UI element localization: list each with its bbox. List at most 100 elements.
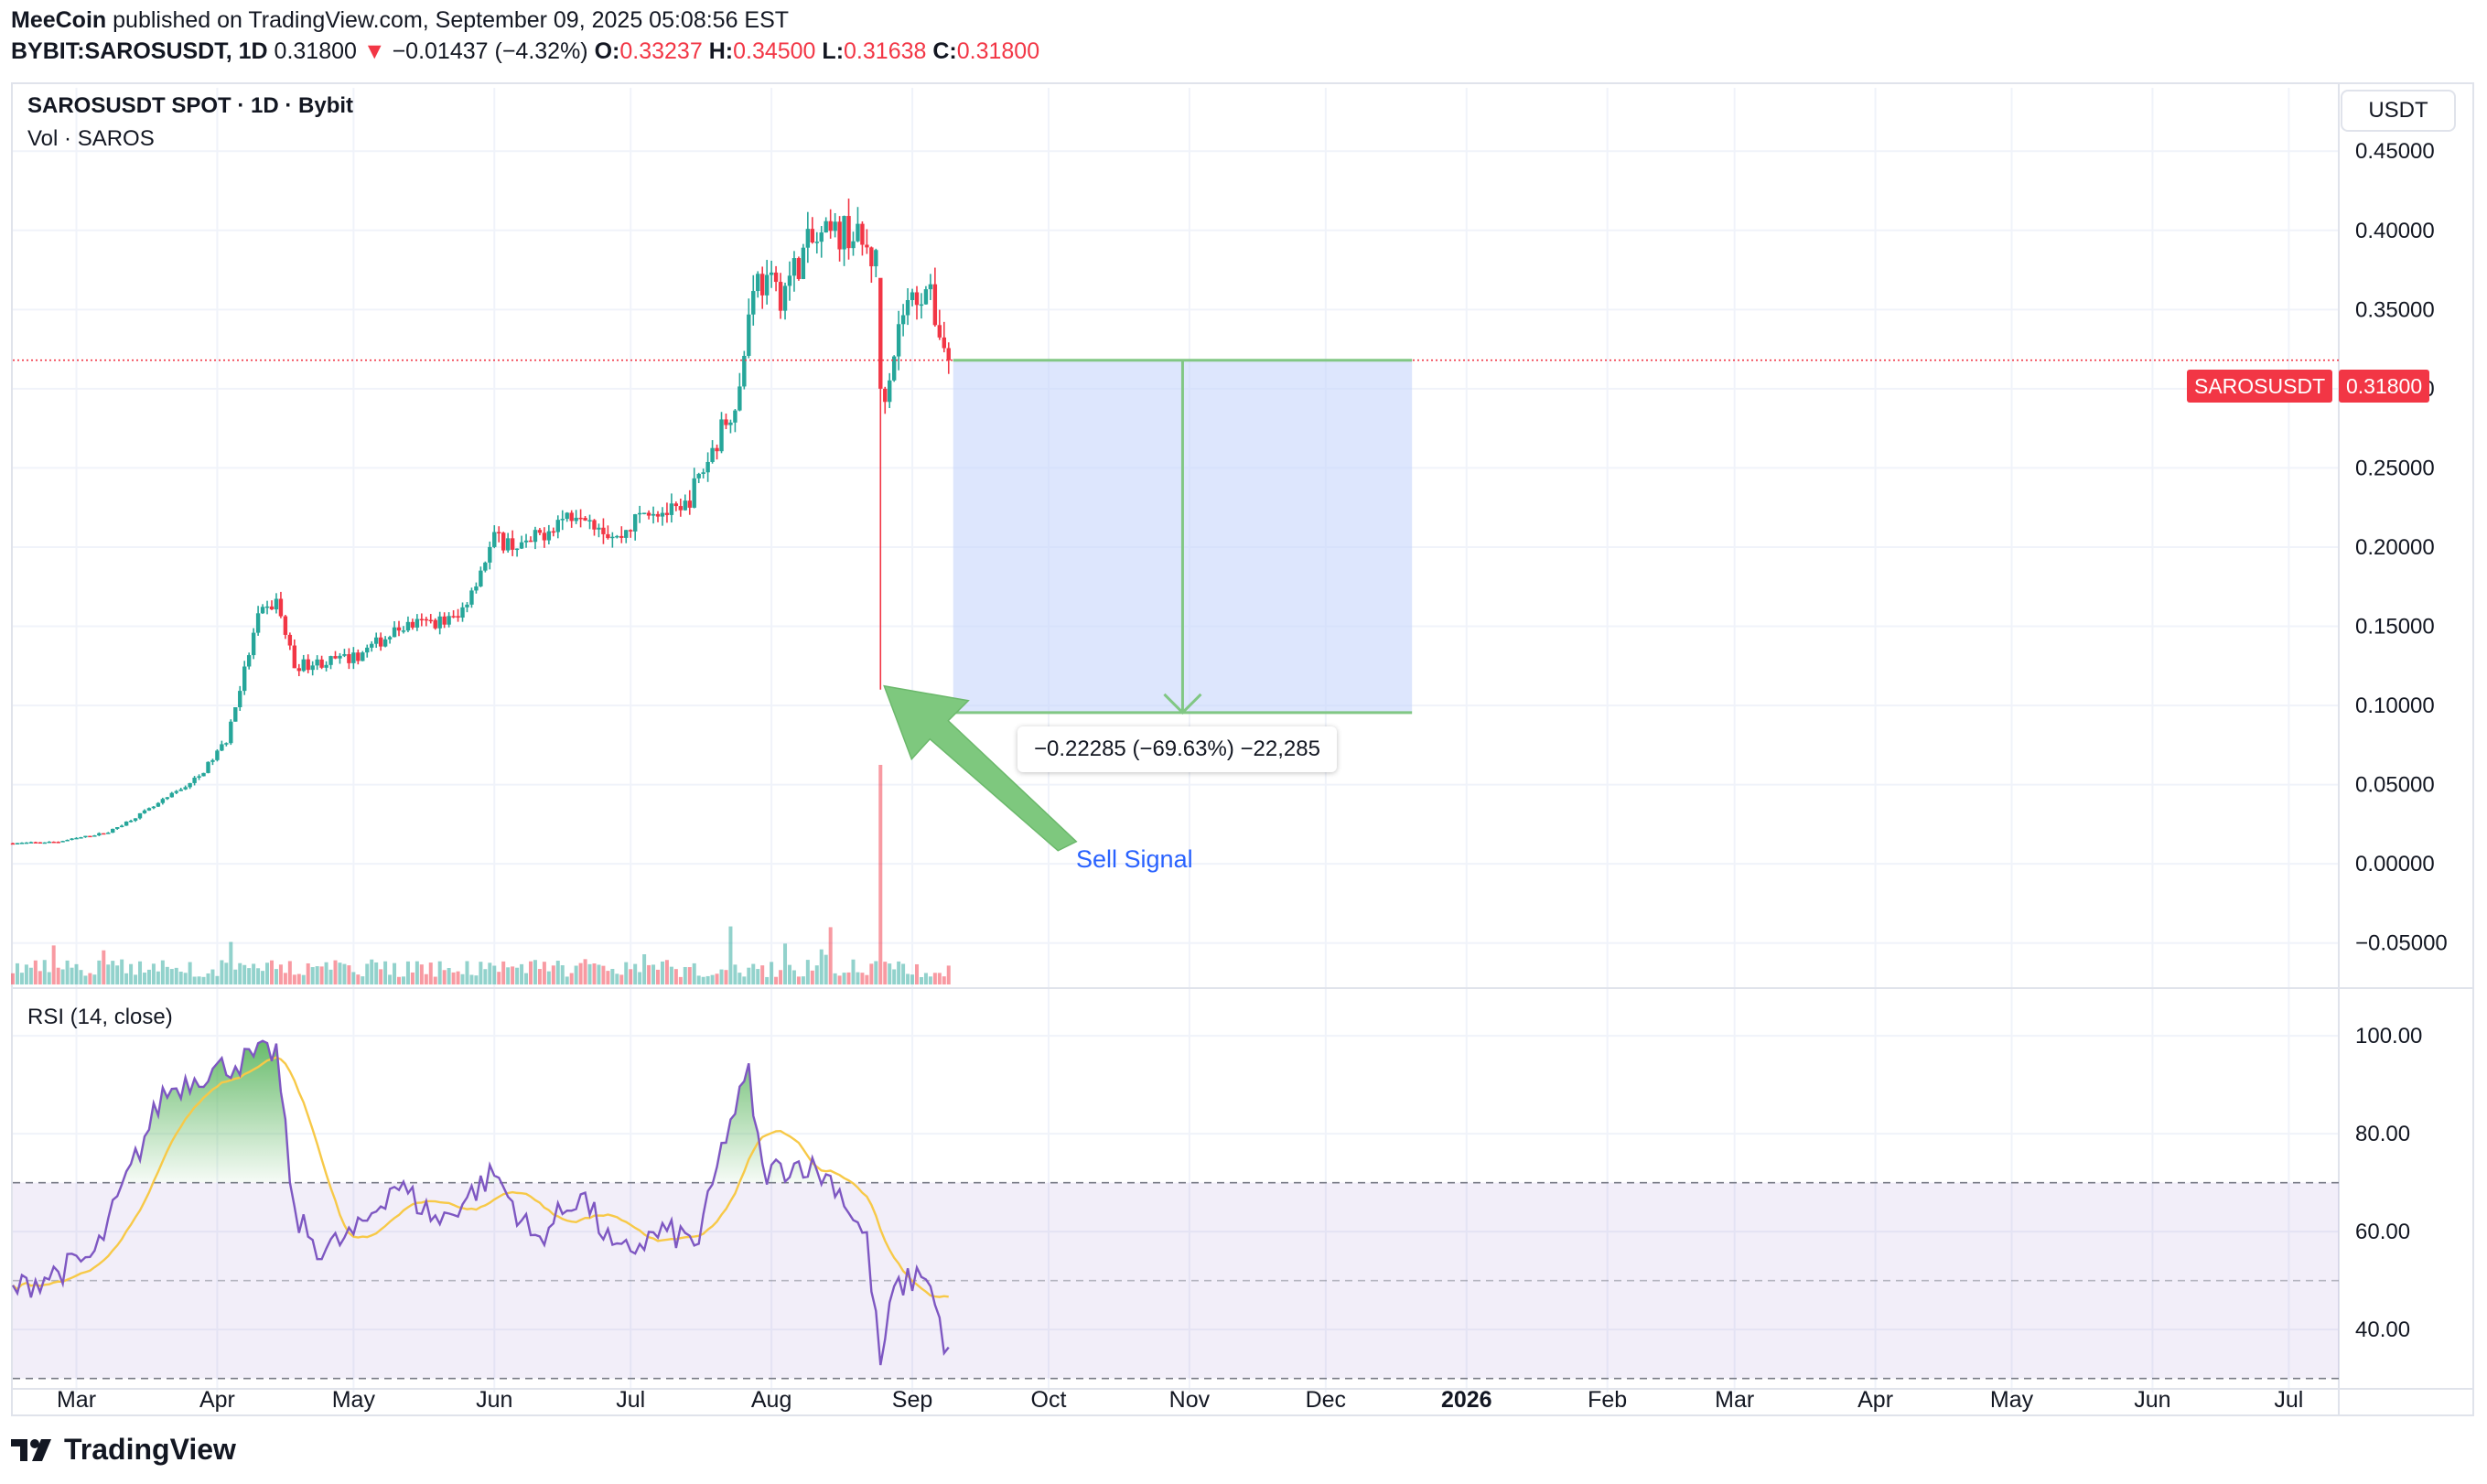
currency-button[interactable]: USDT (2341, 90, 2456, 132)
candle-body (683, 500, 687, 511)
candle-body (569, 512, 574, 522)
volume-bar (456, 971, 460, 984)
volume-bar (65, 960, 70, 984)
volume-bar (278, 964, 283, 984)
volume-bar (787, 964, 791, 984)
candle-body (492, 532, 497, 547)
candle-body (183, 787, 188, 790)
candle-body (392, 627, 397, 638)
volume-bar (756, 969, 760, 984)
volume-bar (678, 976, 683, 984)
volume-bar (328, 969, 333, 984)
candle-body (338, 655, 342, 659)
time-tick-label: Apr (199, 1387, 235, 1413)
candle-body (874, 250, 878, 267)
series-legend[interactable]: SAROSUSDT SPOT · 1D · Bybit (27, 93, 354, 118)
volume-bar (737, 973, 742, 984)
rsi-legend[interactable]: RSI (14, close) (27, 1005, 173, 1029)
published-text: published on TradingView.com, September … (106, 7, 790, 33)
tradingview-logo-icon (11, 1438, 51, 1461)
volume-bar (224, 962, 229, 984)
volume-bar (578, 962, 583, 984)
ohlc-header: BYBIT:SAROSUSDT, 1D 0.31800 ▼ −0.01437 (… (11, 38, 1039, 65)
candle-body (488, 546, 492, 563)
time-tick-label: Oct (1031, 1387, 1067, 1413)
volume-bar (810, 970, 814, 984)
candle-body (646, 512, 651, 516)
candle-body (447, 616, 451, 625)
volume-bar (242, 964, 247, 984)
volume-bar (233, 969, 238, 984)
volume-bar (946, 965, 951, 984)
candle-body (47, 841, 51, 844)
low-label: L: (822, 38, 845, 64)
candle-body (715, 447, 719, 452)
measure-label[interactable]: −0.22285 (−69.63%) −22,285 (1017, 726, 1337, 772)
candle-body (260, 607, 265, 614)
volume-bar (178, 972, 183, 984)
volume-bar (142, 973, 146, 984)
volume-bar (24, 964, 28, 984)
candle-body (437, 616, 442, 629)
volume-bar (220, 960, 224, 984)
volume-bar (460, 973, 465, 984)
chart-frame[interactable] (11, 82, 2474, 1416)
volume-bar (651, 964, 656, 984)
candle-body (255, 613, 261, 633)
volume-bar (524, 973, 529, 984)
volume-bar (424, 973, 428, 984)
volume-bar (742, 976, 747, 984)
candle-body (301, 659, 306, 672)
candle-body (156, 802, 161, 807)
volume-bar (356, 974, 361, 984)
candle-body (15, 843, 20, 844)
candle-body (128, 821, 134, 823)
candle-body (19, 843, 25, 844)
volume-bar (610, 969, 615, 984)
volume-bar (910, 974, 915, 984)
candle-body (460, 607, 465, 618)
volume-bar (383, 961, 388, 984)
volume-bar (629, 969, 633, 984)
price-tick-label: 0.20000 (2355, 535, 2435, 560)
volume-bar (942, 976, 946, 984)
candle-body (632, 514, 638, 532)
candle-body (519, 542, 524, 549)
volume-bar (370, 959, 374, 984)
candle-body (264, 606, 270, 608)
candle-body (451, 616, 456, 618)
volume-bar (483, 969, 488, 984)
candle-body (724, 419, 728, 425)
rsi-tick-label: 80.00 (2355, 1122, 2410, 1146)
candle-body (637, 512, 642, 515)
candle-body (583, 518, 587, 521)
candle-body (791, 258, 797, 276)
candle-body (206, 761, 210, 773)
sell-signal-label[interactable]: Sell Signal (1076, 845, 1193, 873)
candle-body (523, 540, 529, 543)
volume-bar (660, 961, 664, 984)
sell-signal-arrow (883, 684, 1078, 852)
candle-body (442, 616, 447, 625)
candle-body (756, 274, 760, 292)
tradingview-logo[interactable]: TradingView (11, 1433, 236, 1467)
volume-bar (292, 974, 296, 984)
volume-bar (238, 962, 242, 984)
time-tick-label: Nov (1169, 1387, 1211, 1413)
volume-bar (70, 967, 74, 984)
candle-body (356, 652, 361, 661)
volume-bar (583, 959, 587, 984)
volume-legend[interactable]: Vol · SAROS (27, 126, 155, 151)
volume-bar (565, 976, 569, 984)
volume-bar (869, 963, 874, 984)
volume-bar (865, 974, 869, 984)
candle-body (419, 618, 425, 621)
time-tick-label: Mar (1715, 1387, 1754, 1413)
volume-bar (883, 962, 888, 984)
candle-body (479, 570, 483, 586)
volume-bar (656, 969, 661, 984)
measure-arrowhead-icon (1163, 693, 1202, 715)
candle-body (883, 388, 888, 403)
candle-body (201, 772, 206, 777)
